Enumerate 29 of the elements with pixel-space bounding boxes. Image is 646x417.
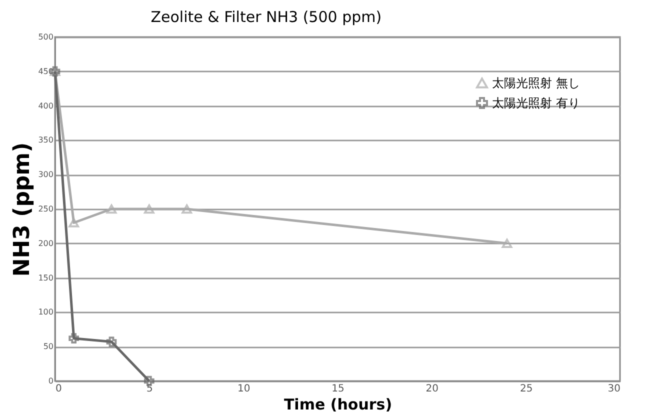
y-tick-label: 400 (38, 101, 54, 110)
y-axis-title: NH3 (ppm) (10, 142, 36, 277)
point (68, 333, 80, 344)
point (502, 238, 512, 248)
y-tick-label: 350 (38, 136, 54, 145)
y-tick-label: 200 (38, 238, 54, 248)
point (106, 336, 117, 347)
x-tick-label: 25 (520, 384, 533, 394)
point (68, 218, 80, 228)
point (182, 204, 192, 214)
y-tick-label: 250 (38, 204, 54, 214)
legend-label: 太陽光照射 無し (492, 76, 580, 90)
point (144, 204, 154, 214)
y-tick-label: 50 (43, 342, 54, 352)
x-tick-label: 0 (56, 384, 62, 394)
x-tick-label: 10 (237, 384, 250, 394)
point (106, 204, 117, 214)
y-tick-label: 100 (38, 308, 54, 317)
x-tick-label: 20 (426, 384, 439, 394)
y-tick-label: 0 (48, 376, 54, 386)
chart-title: Zeolite & Filter NH3 (500 ppm) (150, 8, 382, 26)
y-tick-label: 300 (38, 170, 54, 180)
x-tick-label: 30 (608, 384, 620, 394)
legend-label: 太陽光照射 有り (492, 96, 580, 110)
y-tick-label: 150 (38, 273, 54, 282)
y-tick-label: 500 (38, 32, 54, 42)
x-tick-label: 5 (146, 384, 153, 394)
x-axis-title: Time (hours) (284, 396, 392, 414)
x-tick-label: 15 (332, 384, 344, 394)
